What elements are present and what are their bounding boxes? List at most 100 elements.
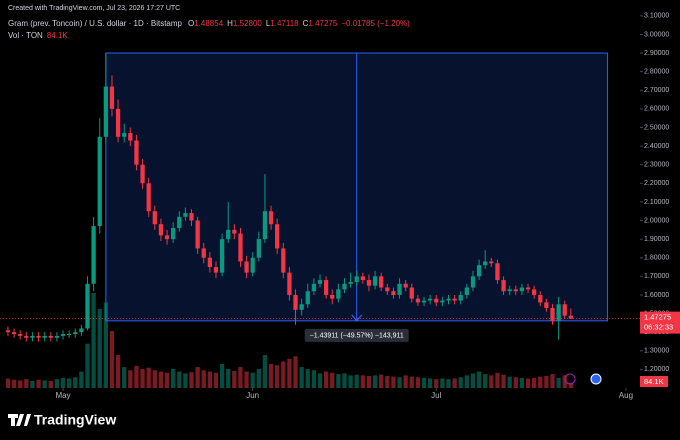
candle-body: [317, 280, 323, 284]
candle-body: [293, 294, 298, 310]
volume-legend: Vol · TON 84.1K: [8, 31, 68, 40]
volume-bar: [403, 375, 408, 388]
volume-bar: [183, 373, 188, 388]
volume-bar: [519, 377, 525, 388]
volume-bar: [452, 378, 457, 388]
volume-bar: [115, 355, 121, 388]
volume-bar: [11, 379, 17, 388]
candle-body: [250, 257, 255, 273]
volume-bar: [348, 375, 353, 388]
volume-bar: [213, 372, 219, 388]
volume-bar: [36, 379, 41, 388]
symbol: Gram (prev. Toncoin) / U.S. dollar · 1D …: [8, 19, 183, 28]
y-tick-label: 1.70000: [644, 273, 669, 280]
volume-bar: [238, 367, 243, 388]
volume-title: Vol · TON: [8, 31, 43, 40]
volume-bar: [109, 331, 115, 388]
volume-bar: [219, 363, 225, 388]
volume-bar: [550, 374, 555, 388]
candle-body: [171, 227, 176, 240]
candle-body: [232, 229, 237, 234]
candle-body: [330, 294, 335, 299]
volume-bar: [440, 378, 445, 388]
y-tick-label: 2.60000: [644, 106, 669, 113]
volume-bar: [489, 375, 494, 388]
candle-body: [177, 216, 182, 228]
candle-body: [568, 315, 574, 319]
volume-bar: [128, 370, 133, 388]
candle-body: [464, 287, 469, 295]
volume-bar: [446, 379, 451, 388]
candle-body: [256, 239, 261, 258]
plot-area: −1.43911 (−49.57%) −143,911: [0, 52, 640, 388]
candle-body: [122, 133, 127, 137]
volume-bar: [336, 374, 341, 388]
volume-value: 84.1K: [47, 31, 69, 40]
volume-bar: [232, 370, 237, 388]
candle-body: [11, 332, 17, 335]
volume-bar: [544, 375, 549, 388]
candle-body: [275, 224, 280, 249]
candle-body: [440, 300, 445, 303]
ohlc-value: 1.47118: [270, 19, 299, 28]
candle-body: [519, 287, 525, 292]
volume-bar: [275, 365, 280, 388]
change: −0.01785 (−1.20%): [341, 19, 410, 28]
candle-body: [299, 304, 304, 310]
candle-body: [73, 332, 78, 335]
x-tick-label: May: [55, 391, 70, 400]
volume-bar: [30, 381, 35, 388]
last-price-box: [640, 311, 680, 334]
candle-body: [305, 291, 310, 305]
candle-body: [226, 229, 231, 240]
volume-bar: [103, 302, 108, 388]
candle-body: [476, 265, 482, 277]
candle-body: [342, 283, 347, 290]
candle-body: [262, 211, 268, 240]
candle-body: [183, 213, 188, 217]
measure-label: −1.43911 (−49.57%) −143,911: [310, 333, 404, 340]
candle-body: [146, 183, 151, 212]
volume-bar: [409, 376, 414, 388]
volume-bar: [470, 373, 476, 388]
volume-bar: [73, 377, 78, 388]
candle-body: [544, 302, 549, 308]
volume-bar: [189, 372, 194, 388]
candle-body: [91, 226, 96, 284]
volume-bar: [379, 374, 384, 388]
y-tick-label: 2.90000: [644, 50, 669, 57]
candle-body: [507, 289, 512, 292]
candle-body: [66, 334, 72, 336]
candle-body: [213, 267, 219, 273]
volume-bar: [323, 371, 329, 388]
candle-body: [48, 335, 53, 338]
volume-bar: [354, 374, 359, 388]
y-tick-label: 1.80000: [644, 255, 669, 262]
volume-bar: [556, 377, 561, 388]
candle-body: [18, 334, 23, 336]
volume-bar: [164, 372, 170, 388]
volume-bar: [483, 374, 488, 388]
candle-body: [452, 298, 457, 301]
candle-body: [24, 335, 29, 338]
volume-bar: [85, 343, 90, 388]
candle-body: [415, 298, 421, 303]
countdown: 06:32:33: [644, 323, 673, 332]
y-tick-label: 3.10000: [644, 13, 669, 20]
candle-body: [323, 280, 329, 295]
candle-body: [538, 294, 543, 303]
volume-bar: [207, 371, 213, 388]
candle-body: [268, 211, 274, 225]
header: Created with TradingView.com, Jul 23, 20…: [8, 5, 180, 12]
volume-bar: [427, 378, 433, 388]
candle-body: [385, 287, 390, 292]
candle-body: [348, 281, 353, 284]
candle-body: [458, 294, 463, 301]
candle-body: [30, 335, 35, 338]
volume-bar: [42, 380, 47, 388]
volume-bar: [293, 356, 298, 388]
volume-bar: [262, 355, 268, 388]
measure-arrowhead: [351, 314, 363, 322]
volume-bar: [434, 379, 439, 388]
ohlc-key: C: [303, 19, 309, 28]
